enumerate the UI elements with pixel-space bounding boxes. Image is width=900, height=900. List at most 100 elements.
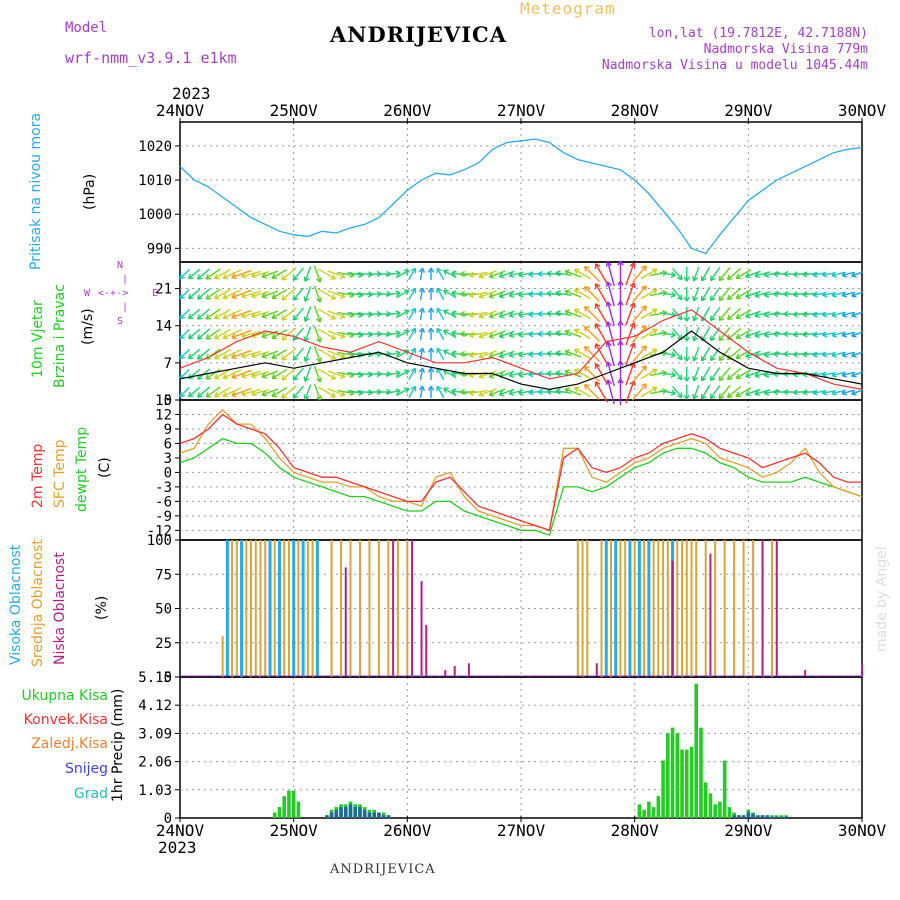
precip-total-bar <box>722 760 727 818</box>
wind-arrow-head <box>555 310 561 317</box>
wind-arrow-head <box>546 310 552 317</box>
wind-arrow-head <box>179 293 186 300</box>
legend-snow: Snijeg <box>64 761 108 777</box>
wind-arrow-head <box>214 293 220 300</box>
compass-e: E <box>152 288 159 299</box>
cloud-mid-bar <box>752 540 755 677</box>
wind-arrow-head <box>841 351 848 358</box>
precip-conv-bar <box>367 812 372 818</box>
wind-arrow-head <box>670 331 677 338</box>
wind-arrow-head <box>629 302 636 308</box>
wind-arrow-head <box>605 361 612 367</box>
wind-arrow-head <box>651 288 658 295</box>
precip-conv-bar <box>741 815 746 818</box>
wind-arrow <box>419 308 424 320</box>
wind-arrow <box>701 326 711 342</box>
wind-arrow <box>281 287 297 301</box>
wind-arrow <box>231 269 252 279</box>
wind-arrow-head <box>261 292 267 299</box>
wind-arrow <box>625 302 635 326</box>
wind-arrow <box>197 348 211 360</box>
wind-arrow-head <box>403 269 410 276</box>
wind-arrow-head <box>403 369 410 376</box>
cloud-mid-bar <box>387 540 390 677</box>
wind-arrow-head <box>315 336 322 343</box>
cloud-mid-bar <box>273 540 276 677</box>
wind-arrow <box>347 311 364 317</box>
cloud-high-bar <box>277 540 281 677</box>
wind-arrow-head <box>241 332 247 339</box>
wind-arrow-head <box>179 273 186 280</box>
precip-conv-bar <box>774 816 779 818</box>
precip-total-bar <box>272 812 277 818</box>
wind-arrow <box>574 308 591 320</box>
wind-arrow <box>231 289 252 299</box>
wind-arrow-head <box>841 389 848 396</box>
wind-arrow-head <box>231 353 237 360</box>
wind-arrow-head <box>605 341 612 347</box>
wind-arrow <box>179 268 190 280</box>
wind-arrow-head <box>498 352 505 359</box>
cloud-mid-bar <box>340 540 343 677</box>
wind-arrow-head <box>187 273 194 280</box>
wind-arrow-head <box>718 355 725 362</box>
wind-arrow <box>659 271 676 277</box>
wind-arrow-head <box>573 268 580 275</box>
wind-arrow <box>337 351 355 357</box>
wind-arrow-head <box>831 389 837 396</box>
wind-arrow-head <box>330 314 336 320</box>
wind-arrow <box>179 368 190 380</box>
wind-arrow <box>640 348 658 360</box>
wind-arrow-head <box>292 275 299 281</box>
wind-arrow-head <box>241 390 247 397</box>
wind-arrow-head <box>451 350 457 357</box>
wind-arrow-head <box>459 270 465 278</box>
wind-arrow-head <box>802 351 808 358</box>
wind-arrow <box>764 351 780 357</box>
precip-total-bar <box>699 727 703 818</box>
compass-w: W <box>84 288 91 299</box>
wind-arrow-head <box>214 333 220 340</box>
wind-arrow-head <box>315 376 322 383</box>
wind-arrow-head <box>241 272 247 279</box>
wind-arrow <box>271 369 288 379</box>
wind-arrow-head <box>726 374 733 381</box>
wind-arrow <box>304 384 312 400</box>
precip-conv-bar <box>381 815 386 818</box>
wind-arrow <box>574 288 591 300</box>
wind-arrow <box>292 327 305 341</box>
wind-arrow-head <box>617 378 624 384</box>
wind-arrow <box>841 351 854 357</box>
cloud-mid-bar <box>723 540 726 677</box>
wind-arrow-head <box>478 352 485 359</box>
wind-arrow-head <box>573 368 580 375</box>
wind-arrow-head <box>773 290 779 298</box>
wind-arrow-head <box>498 292 505 299</box>
wind-arrow-head <box>196 294 203 300</box>
wind-arrow-head <box>303 296 310 302</box>
wind-arrow <box>241 388 261 396</box>
wind-arrow-head <box>443 269 449 276</box>
wind-arrow <box>188 288 201 300</box>
year-bottom: 2023 <box>158 838 197 857</box>
precip-total-bar <box>680 749 684 818</box>
wind-arrow-head <box>792 389 799 396</box>
wind-arrow-head <box>395 270 401 277</box>
wind-arrow <box>822 390 836 394</box>
wind-arrow <box>436 287 445 301</box>
wind-arrow-head <box>395 370 401 377</box>
wind-arrow-head <box>831 271 837 278</box>
wind-arrow <box>337 311 355 317</box>
wind-arrow-head <box>651 268 658 275</box>
wind-arrow-head <box>718 375 725 382</box>
wind-arrow-head <box>564 387 571 394</box>
wind-arrow <box>632 285 647 303</box>
precip-total-bar <box>718 801 722 818</box>
wind-arrow <box>574 328 591 340</box>
wind-arrow-head <box>498 312 505 319</box>
temp-2m-line <box>179 413 862 532</box>
wind-arrow-head <box>451 290 457 297</box>
station-title: ANDRIJEVICA <box>330 22 508 47</box>
wind-arrow-head <box>676 374 683 381</box>
compass-cross-top: | <box>122 274 129 285</box>
